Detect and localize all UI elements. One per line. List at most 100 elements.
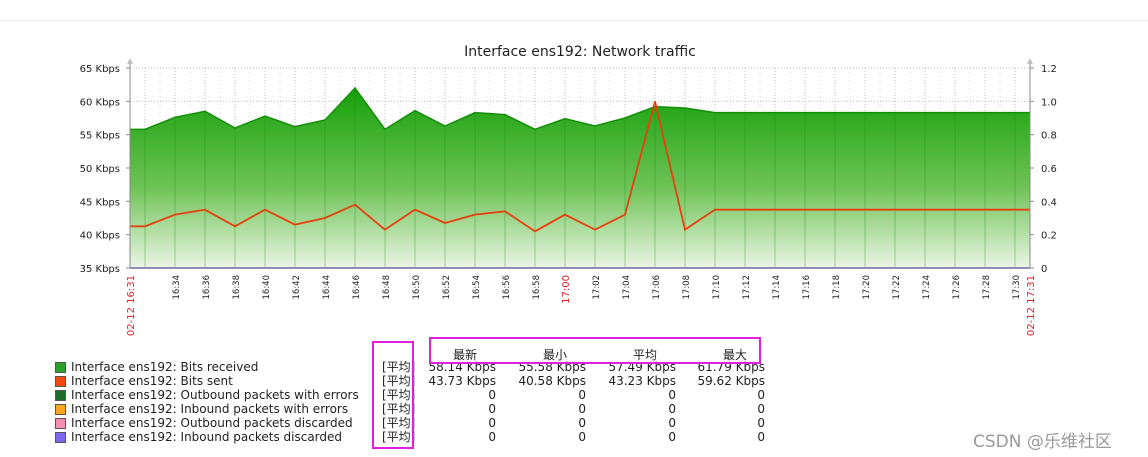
legend-last-value: 0 [488, 402, 496, 416]
x-tick-label: 17:14 [772, 275, 782, 300]
x-tick-label: 17:12 [742, 275, 752, 300]
legend-function: [平均] [382, 416, 416, 430]
legend-max-value: 0 [757, 416, 765, 430]
x-tick-label: 16:36 [202, 275, 212, 300]
x-tick-label: 17:24 [922, 275, 932, 300]
legend-avg-value: 0 [668, 430, 676, 444]
legend-avg-value: 0 [668, 388, 676, 402]
x-start-label: 02-12 16:31 [126, 275, 137, 336]
x-tick-label: 17:18 [832, 275, 842, 300]
y-right-tick-label: 0.4 [1041, 197, 1057, 208]
x-tick-label: 17:00 [561, 275, 572, 304]
x-tick-label: 16:44 [322, 275, 332, 300]
x-tick-label: 17:16 [802, 275, 812, 300]
legend-last-value: 0 [488, 388, 496, 402]
legend-series-name: Interface ens192: Inbound packets discar… [71, 430, 343, 444]
legend-series-name: Interface ens192: Outbound packets with … [71, 388, 359, 402]
legend-swatch [55, 376, 66, 387]
y-left-tick-label: 60 Kbps [80, 97, 120, 108]
legend-last-value: 0 [488, 416, 496, 430]
x-tick-label: 17:26 [952, 275, 962, 300]
legend-function: [平均] [382, 360, 416, 374]
x-tick-label: 17:28 [982, 275, 992, 300]
legend-series-name: Interface ens192: Bits received [71, 360, 259, 374]
legend-header-last: 最新 [453, 348, 478, 362]
legend-avg-value: 43.23 Kbps [608, 374, 676, 388]
x-tick-label: 17:08 [682, 275, 692, 300]
y-left-labels: 35 Kbps 40 Kbps 45 Kbps 50 Kbps 55 Kbps 60 Kb… [80, 64, 130, 275]
chart-title: Interface ens192: Network traffic [464, 44, 696, 60]
legend-avg-value: 0 [668, 402, 676, 416]
y-right-tick-label: 0.8 [1041, 131, 1057, 142]
y-left-tick-label: 35 Kbps [80, 264, 120, 275]
x-tick-label: 16:50 [412, 275, 422, 300]
x-tick-label: 16:56 [502, 275, 512, 300]
legend-header-min: 最小 [543, 348, 568, 362]
x-tick-label: 17:20 [862, 275, 872, 300]
x-tick-label: 17:06 [652, 275, 662, 300]
legend-min-value: 0 [578, 430, 586, 444]
x-tick-label: 16:46 [352, 275, 362, 300]
x-labels: 16:34 16:36 16:38 16:40 16:42 16:44 16:46 16:48… [126, 275, 1037, 336]
series-line-interface-ens192-bits-sent [130, 101, 1030, 233]
x-tick-label: 16:38 [232, 275, 242, 300]
legend-max-value: 59.62 Kbps [697, 374, 765, 388]
y-right-tick-label: 0.6 [1041, 164, 1057, 175]
x-tick-label: 17:22 [892, 275, 902, 300]
legend-function: [平均] [382, 402, 416, 416]
x-tick-label: 16:58 [532, 275, 542, 300]
y-right-tick-label: 1.0 [1041, 97, 1057, 108]
legend-swatch [55, 362, 66, 373]
y-left-axis-arrow [127, 58, 133, 64]
y-right-axis-arrow [1027, 58, 1033, 64]
series-line-bits-received [130, 86, 1030, 131]
legend-swatch [55, 404, 66, 415]
x-tick-label: 16:48 [382, 275, 392, 300]
y-right-tick-label: 1.2 [1041, 64, 1057, 75]
legend-min-value: 0 [578, 416, 586, 430]
legend-swatch [55, 390, 66, 401]
x-tick-label: 17:10 [712, 275, 722, 300]
x-tick-label: 16:34 [172, 275, 182, 300]
area-layer [130, 86, 1030, 268]
x-tick-label: 17:04 [622, 275, 632, 300]
x-tick-label: 16:42 [292, 275, 302, 300]
legend-max-value: 0 [757, 402, 765, 416]
y-left-tick-label: 55 Kbps [80, 131, 120, 142]
legend-function: [平均] [382, 430, 416, 444]
x-tick-label: 16:40 [262, 275, 272, 300]
legend-function: [平均] [382, 374, 416, 388]
legend-min-value: 0 [578, 402, 586, 416]
legend-function: [平均] [382, 388, 416, 402]
x-tick-label: 16:52 [442, 275, 452, 300]
legend-max-value: 0 [757, 430, 765, 444]
top-divider [0, 20, 1148, 21]
legend-last-value: 0 [488, 430, 496, 444]
y-right-labels: 0 0.2 0.4 0.6 0.8 1.0 1.2 [1030, 64, 1057, 275]
legend-last-value: 43.73 Kbps [428, 374, 496, 388]
series-area-bits-received [130, 88, 1030, 268]
y-right-tick-label: 0 [1041, 264, 1047, 275]
network-traffic-chart: Interface ens192: Network traffic 35 Kbp… [80, 44, 1057, 336]
highlight-box-function-column [372, 341, 414, 449]
legend-header-max: 最大 [723, 348, 748, 362]
legend-max-value: 0 [757, 388, 765, 402]
x-tick-label: 17:30 [1012, 275, 1022, 300]
legend-avg-value: 0 [668, 416, 676, 430]
legend-series-name: Interface ens192: Inbound packets with e… [71, 402, 349, 416]
legend-series-name: Interface ens192: Outbound packets disca… [71, 416, 353, 430]
x-tick-label: 17:02 [592, 275, 602, 300]
chart-axes [127, 58, 1033, 269]
legend-min-value: 0 [578, 388, 586, 402]
highlight-box-header-row [429, 337, 761, 364]
legend-swatch [55, 432, 66, 443]
legend-swatch [55, 418, 66, 429]
legend-header-avg: 平均 [633, 348, 658, 362]
x-tick-label: 16:54 [472, 275, 482, 300]
y-left-tick-label: 65 Kbps [80, 64, 120, 75]
legend-min-value: 40.58 Kbps [518, 374, 586, 388]
legend-series-name: Interface ens192: Bits sent [71, 374, 233, 388]
y-right-tick-label: 0.2 [1041, 231, 1057, 242]
watermark: CSDN @乐维社区 [973, 432, 1112, 452]
y-left-tick-label: 45 Kbps [80, 197, 120, 208]
